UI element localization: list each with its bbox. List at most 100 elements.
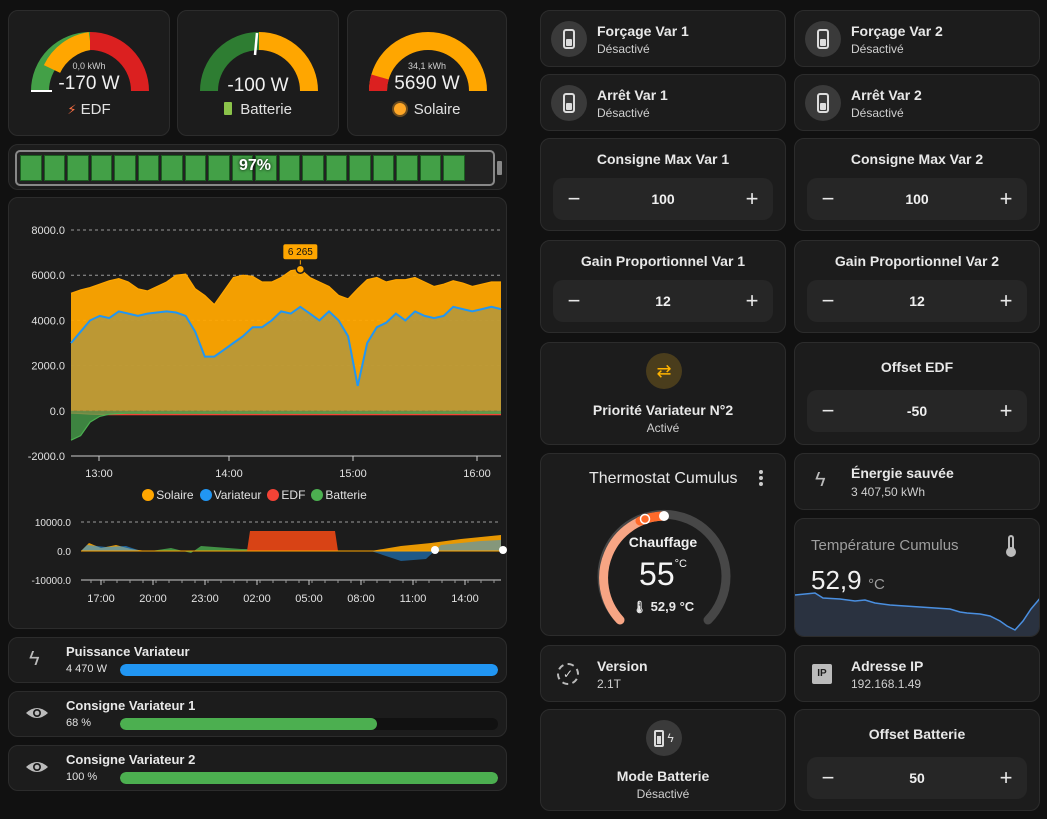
y-tick-label: 6000.0 [31,270,65,282]
gauge-solaire-energy: 34,1 kWh [407,61,447,71]
row-puissance-variateur[interactable]: ϟ Puissance Variateur 4 470 W [8,637,507,683]
number-input: − 12 + [553,280,773,322]
decrement-button[interactable]: − [821,288,835,313]
number-value[interactable]: 100 [651,191,675,207]
battery-segment [396,155,418,181]
decrement-button[interactable]: − [567,288,581,313]
annotation-label: 6 265 [288,247,313,258]
tile-title: Forçage Var 2 [851,23,943,39]
gauge-card-edf[interactable]: 0,0 kWh -170 W ⚡ EDF [8,10,170,136]
thermostat-target: 55 [639,556,675,592]
battery-segment [90,155,112,181]
number-gain-var-1: Gain Proportionnel Var 1 − 12 + [540,240,786,333]
tile-state: 3 407,50 kWh [851,485,926,499]
tile-title: Adresse IP [851,658,924,674]
x-tick-label: 08:00 [347,593,375,605]
number-offset-batterie: Offset Batterie − 50 + [794,709,1040,811]
battery-segment [302,155,324,181]
increment-button[interactable]: + [745,288,759,313]
legend-item[interactable]: Variateur [199,488,261,502]
sensor-temperature-cumulus[interactable]: Température Cumulus 52,9 °C [794,518,1040,637]
increment-button[interactable]: + [745,186,759,211]
card-title: Température Cumulus [811,537,959,554]
number-value[interactable]: 12 [909,293,925,309]
x-tick-label: 23:00 [191,593,219,605]
tile-arret-var-1[interactable]: Arrêt Var 1 Désactivé [540,74,786,131]
zoom-handle-left[interactable] [431,546,439,554]
check-circle-icon: ✓ [557,663,579,685]
battery-icon [224,102,233,115]
row-consigne-variateur-2[interactable]: Consigne Variateur 2 100 % [8,745,507,791]
gauge-solaire-arc [369,32,487,92]
number-consigne-max-var-1: Consigne Max Var 1 − 100 + [540,138,786,231]
gauge-edf-arc [31,32,149,92]
decrement-button[interactable]: − [821,186,835,211]
card-title: Consigne Max Var 1 [596,151,730,167]
temperature-sparkline [795,592,1039,636]
row-value: 4 470 W [66,663,107,675]
legend-item[interactable]: Batterie [311,488,367,502]
increment-button[interactable]: + [999,765,1013,790]
zoom-handle-right[interactable] [499,546,507,554]
battery-level-bar: 97% [15,150,495,186]
gauge-card-batterie[interactable]: -100 W Batterie [177,10,339,136]
row-consigne-variateur-1[interactable]: Consigne Variateur 1 68 % [8,691,507,737]
series-area-variateur [71,306,501,411]
card-title: Priorité Variateur N°2 [592,402,734,418]
more-options-icon[interactable] [757,470,765,488]
switch-icon [805,21,841,57]
flash-icon: ϟ [29,648,40,670]
number-offset-edf: Offset EDF − -50 + [794,342,1040,445]
gauge-card-solaire[interactable]: 34,1 kWh 5690 W Solaire [347,10,507,136]
temperature-unit: °C [868,576,885,593]
battery-level-card: 97% [8,144,507,190]
decrement-button[interactable]: − [567,186,581,211]
row-value: 68 % [66,717,92,729]
y-tick-label: 4000.0 [31,315,65,327]
x-tick-label: 15:00 [339,468,367,480]
number-value[interactable]: 100 [905,191,929,207]
y-tick-label: 2000.0 [31,361,65,373]
progress-fill [120,664,498,676]
switch-icon [551,85,587,121]
battery-segment [349,155,371,181]
ip-badge-icon: IP [812,664,832,684]
number-value[interactable]: -50 [906,403,928,419]
button-priorite-variateur[interactable]: ⇄ Priorité Variateur N°2 Activé [540,342,786,445]
tile-forcage-var-1[interactable]: Forçage Var 1 Désactivé [540,10,786,67]
tile-version[interactable]: ✓ Version 2.1T [540,645,786,702]
tile-energie-sauvee[interactable]: ϟ Énergie sauvée 3 407,50 kWh [794,453,1040,510]
flash-icon: ⚡ [67,102,77,117]
card-state: Activé [646,421,680,435]
card-title: Gain Proportionnel Var 2 [834,253,1000,269]
annotation-box [283,244,318,260]
button-mode-batterie[interactable]: ϟ Mode Batterie Désactivé [540,709,786,811]
number-value[interactable]: 50 [909,770,925,786]
legend-marker [267,489,280,501]
legend-item[interactable]: Solaire [142,488,194,502]
tile-forcage-var-2[interactable]: Forçage Var 2 Désactivé [794,10,1040,67]
legend-item[interactable]: EDF [267,488,305,502]
number-input: − -50 + [807,390,1027,432]
number-value[interactable]: 12 [655,293,671,309]
battery-segment [419,155,441,181]
y-tick-label: -2000.0 [28,451,65,463]
gauge-solaire-value: 5690 W [394,73,460,94]
thermostat-dial[interactable] [594,508,734,628]
series-line-solaire [70,268,501,306]
increment-button[interactable]: + [999,186,1013,211]
battery-segment [255,155,277,181]
thermostat-title: Thermostat Cumulus [589,470,738,487]
battery-segment [325,155,347,181]
legend-marker [142,489,155,501]
number-input: − 50 + [807,757,1027,799]
increment-button[interactable]: + [999,398,1013,423]
battery-segment [137,155,159,181]
decrement-button[interactable]: − [821,398,835,423]
tile-adresse-ip[interactable]: IP Adresse IP 192.168.1.49 [794,645,1040,702]
increment-button[interactable]: + [999,288,1013,313]
thermostat-mode: Chauffage [628,534,698,550]
decrement-button[interactable]: − [821,765,835,790]
gauge-edf-energy: 0,0 kWh [72,61,106,71]
tile-arret-var-2[interactable]: Arrêt Var 2 Désactivé [794,74,1040,131]
